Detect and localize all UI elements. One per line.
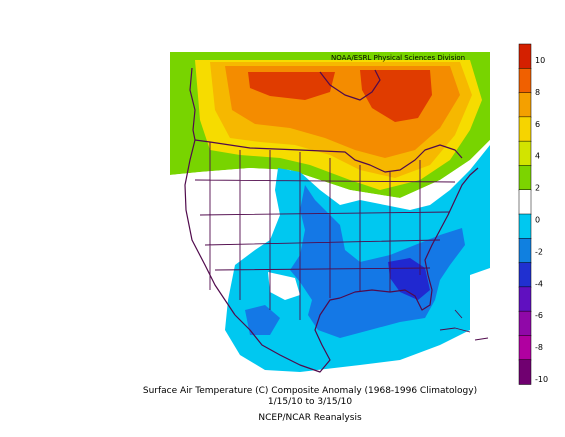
anomaly-blue-patch-gulf [245,305,280,335]
colorbar-segment [518,213,532,240]
pacific-coastline [184,67,236,316]
political-boundaries [184,67,489,373]
colorbar-tick-label: 0 [535,216,540,225]
colorbar-segment [518,68,532,94]
colorbar-segment [518,165,532,191]
colorbar: 10 8 6 4 2 0 -2 -4 -6 -8 -10 [518,43,548,385]
colorbar-segment [518,335,532,361]
colorbar-tick-label: -4 [535,279,543,288]
colorbar-tick-label: 8 [535,88,540,97]
caption-source: NCEP/NCAR Reanalysis [258,413,362,423]
caption-dates: 1/15/10 to 3/15/10 [267,397,353,407]
colorbar-segment [518,310,532,337]
gulf-coastline [339,274,433,311]
colorbar-tick-label: 2 [535,184,540,193]
caption-title: Surface Air Temperature (C) Composite An… [142,386,478,396]
colorbar-tick-label: 10 [535,56,545,65]
colorbar-segment [518,189,532,215]
colorbar-segment [518,286,532,312]
colorbar-segment [518,116,532,142]
colorbar-segment [518,262,532,288]
atlantic-coastline [424,167,479,276]
colorbar-tick-label: -2 [535,247,543,256]
colorbar-tick-label: -6 [535,311,543,320]
hudson-bay-outline [319,69,381,101]
colorbar-tick-label: 6 [535,120,540,129]
anomaly-red-core-west [248,72,335,100]
colorbar-segment [518,359,532,385]
anomaly-neutral-patch [268,272,300,300]
colorbar-tick-label: 4 [535,152,540,161]
colorbar-segment [518,140,532,167]
colorbar-tick-label: -10 [535,375,548,384]
colorbar-segment [518,43,532,70]
colorbar-segment [518,238,532,264]
caribbean-islands [439,309,489,341]
us-canada-border [194,139,463,173]
state-boundaries [194,142,456,320]
mexico-outline [234,297,341,373]
colorbar-segment [518,92,532,118]
credit-label: NOAA/ESRL Physical Sciences Division [331,54,466,62]
colorbar-tick-label: -8 [535,343,543,352]
